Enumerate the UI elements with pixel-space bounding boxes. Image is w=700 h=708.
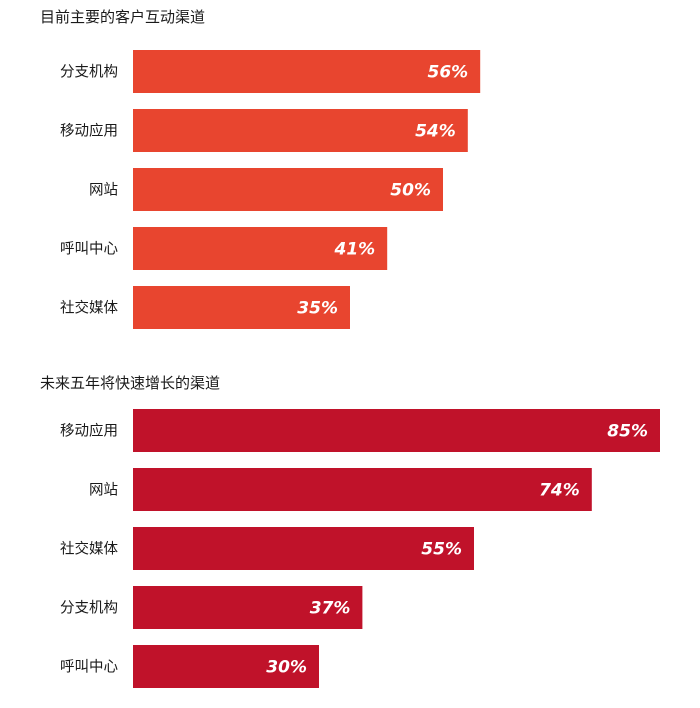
value-label: 30% bbox=[266, 658, 307, 678]
chart-title: 未来五年将快速增长的渠道 bbox=[40, 374, 220, 392]
chart-title: 目前主要的客户互动渠道 bbox=[40, 8, 205, 26]
value-label: 50% bbox=[390, 181, 431, 201]
category-label: 分支机构 bbox=[60, 64, 118, 81]
bar bbox=[133, 168, 443, 211]
bar bbox=[133, 409, 660, 452]
value-label: 55% bbox=[421, 540, 462, 560]
category-label: 网站 bbox=[89, 182, 118, 199]
category-label: 网站 bbox=[89, 482, 118, 499]
bar bbox=[133, 227, 388, 270]
bar bbox=[133, 286, 350, 329]
value-label: 37% bbox=[310, 599, 351, 619]
bar bbox=[133, 645, 319, 688]
value-label: 56% bbox=[427, 63, 468, 83]
bar bbox=[133, 50, 481, 93]
value-label: 35% bbox=[297, 299, 338, 319]
category-label: 呼叫中心 bbox=[60, 241, 118, 258]
bar bbox=[133, 468, 592, 511]
category-label: 社交媒体 bbox=[60, 299, 118, 317]
value-label: 85% bbox=[607, 422, 648, 442]
category-label: 分支机构 bbox=[60, 600, 118, 617]
category-label: 呼叫中心 bbox=[60, 659, 118, 676]
value-label: 41% bbox=[333, 240, 375, 260]
value-label: 54% bbox=[415, 122, 456, 142]
category-label: 社交媒体 bbox=[60, 540, 118, 558]
category-label: 移动应用 bbox=[60, 122, 118, 140]
bar bbox=[133, 527, 474, 570]
value-label: 74% bbox=[539, 481, 580, 501]
bar bbox=[133, 586, 363, 629]
category-label: 移动应用 bbox=[60, 422, 118, 440]
bar bbox=[133, 109, 468, 152]
